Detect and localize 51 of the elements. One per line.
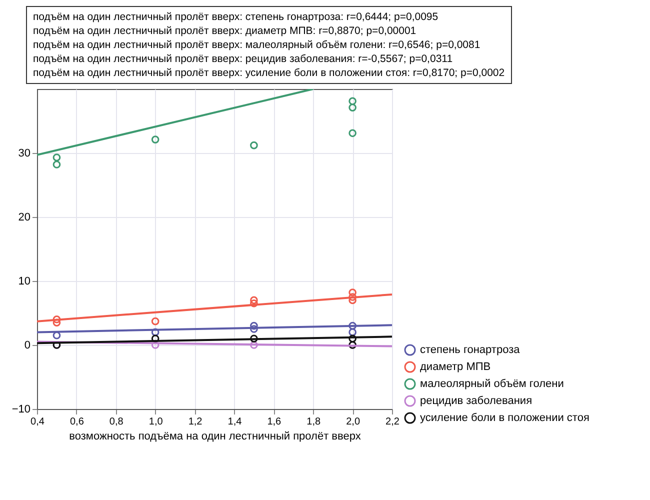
point	[52, 160, 61, 168]
point	[250, 341, 258, 349]
x-tick-label: 1,8	[306, 416, 321, 428]
x-tick-label: 2,0	[346, 416, 360, 428]
x-tick-label: 1,0	[148, 416, 164, 428]
point	[52, 315, 61, 324]
point	[348, 328, 356, 336]
point	[250, 322, 258, 330]
point	[250, 141, 258, 150]
point	[348, 129, 356, 138]
y-tick-label: −10	[12, 404, 30, 416]
legend-label: рецидив заболевания	[420, 395, 532, 407]
x-tick-label: 1,4	[228, 416, 242, 428]
text: подъём на один лестничный пролёт вверх: степень гонартроза: r=0,6444; p=0,0095	[33, 10, 440, 24]
point	[151, 317, 160, 326]
x-axis-title: возможность подъёма на один лестничный пролёт вверх	[69, 430, 362, 442]
point	[250, 299, 258, 308]
point	[348, 288, 356, 296]
x-tick-label: 2,2	[386, 416, 400, 428]
point	[52, 318, 61, 327]
point	[348, 104, 356, 112]
x-tick-label: 0,6	[70, 416, 84, 428]
legend-label: степень гонартроза	[420, 344, 521, 356]
point	[151, 334, 160, 343]
text: подъём на один лестничный пролёт вверх: малеолярный объём голени: r=0,6546; p=0,0081	[33, 38, 482, 52]
x-tick-label: 0,4	[30, 416, 45, 428]
point	[250, 296, 258, 304]
x-tick-label: 1,2	[188, 416, 203, 428]
text: подъём на один лестничный пролёт вверх: диаметр МПВ: r=0,8870; p=0,00001	[33, 24, 418, 38]
y-tick-label: 0	[24, 340, 30, 352]
y-tick-label: 30	[18, 148, 30, 160]
y-tick-label: 10	[18, 276, 30, 288]
text: подъём на один лестничный пролёт вверх: рецидив заболевания: r=-0,5567; p=0,0311	[33, 52, 454, 66]
point	[348, 322, 356, 330]
x-tick-label: 0,8	[109, 416, 124, 428]
legend-label: усиление боли в положении стоя	[420, 412, 590, 424]
legend-label: диаметр МПВ	[420, 361, 491, 373]
point	[348, 97, 356, 106]
y-tick-label: 20	[18, 212, 30, 224]
point	[348, 296, 356, 304]
point	[348, 293, 356, 301]
point	[250, 325, 258, 333]
text: подъём на один лестничный пролёт вверх: усиление боли в положении стоя: r=0,8170; p=0,0002	[33, 66, 505, 80]
point	[52, 154, 61, 162]
x-tick-label: 1,6	[267, 416, 282, 428]
legend-label: малеолярный объём голени	[420, 378, 564, 390]
point	[151, 136, 160, 144]
point	[151, 328, 160, 336]
point	[151, 341, 160, 349]
point	[348, 334, 356, 343]
point	[250, 334, 258, 343]
